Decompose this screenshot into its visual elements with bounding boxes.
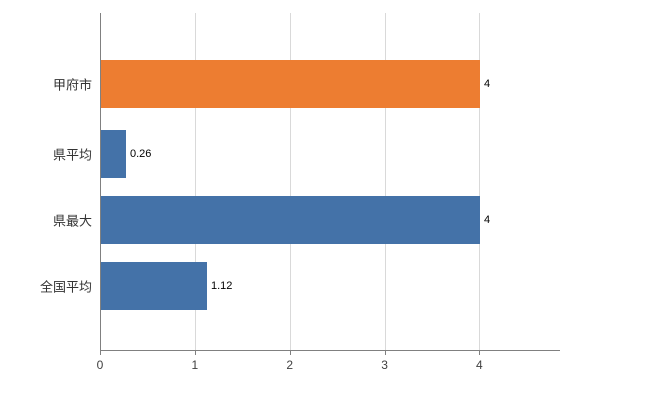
x-tick-label: 3 <box>381 358 388 372</box>
bar-value-label: 4 <box>484 214 491 226</box>
bar-2 <box>101 196 480 244</box>
bar-value-label: 0.26 <box>130 148 152 160</box>
category-label: 県最大 <box>52 213 92 229</box>
bar-value-label: 1.12 <box>211 280 233 292</box>
x-tick-mark <box>100 351 101 355</box>
gridline <box>194 13 196 350</box>
gridline <box>289 13 291 350</box>
x-tick-mark <box>194 351 196 355</box>
category-label: 全国平均 <box>39 279 92 295</box>
gridline <box>479 13 481 350</box>
gridline <box>384 13 386 350</box>
x-tick-label: 2 <box>286 358 294 372</box>
bar-0 <box>101 60 480 108</box>
x-tick-mark <box>479 351 481 355</box>
category-label: 県平均 <box>52 147 92 163</box>
bar-1 <box>101 130 126 178</box>
x-tick-label: 0 <box>96 358 104 372</box>
x-tick-mark <box>289 351 291 355</box>
bar-3 <box>101 262 207 310</box>
x-tick-mark <box>384 351 386 355</box>
x-tick-label: 4 <box>476 358 483 372</box>
y-axis-line <box>100 13 101 350</box>
category-label: 甲府市 <box>52 77 92 93</box>
x-axis-line <box>100 350 560 351</box>
x-tick-label: 1 <box>191 358 199 372</box>
bar-value-label: 4 <box>484 78 491 90</box>
